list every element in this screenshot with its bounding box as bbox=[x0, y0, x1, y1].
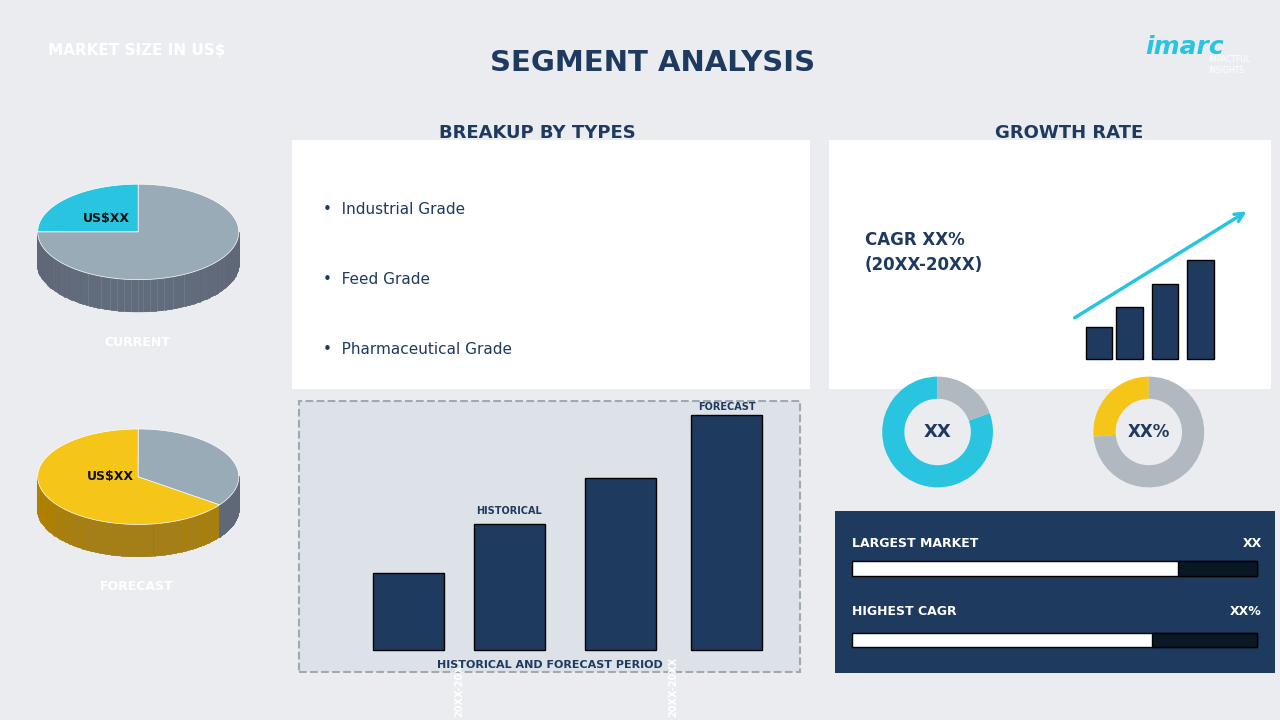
FancyBboxPatch shape bbox=[1187, 260, 1213, 359]
Text: FORECAST: FORECAST bbox=[698, 402, 755, 412]
Text: US$XX: US$XX bbox=[87, 470, 134, 483]
Text: SEGMENT ANALYSIS: SEGMENT ANALYSIS bbox=[490, 49, 815, 77]
Text: HISTORICAL AND FORECAST PERIOD: HISTORICAL AND FORECAST PERIOD bbox=[436, 660, 663, 670]
FancyBboxPatch shape bbox=[852, 562, 1257, 576]
Text: HIGHEST CAGR: HIGHEST CAGR bbox=[852, 605, 956, 618]
Text: XX%: XX% bbox=[1230, 605, 1262, 618]
Text: GROWTH RATE: GROWTH RATE bbox=[995, 124, 1143, 143]
FancyBboxPatch shape bbox=[300, 401, 800, 672]
FancyBboxPatch shape bbox=[1152, 284, 1179, 359]
FancyBboxPatch shape bbox=[1152, 633, 1257, 647]
FancyBboxPatch shape bbox=[1085, 327, 1112, 359]
Text: •  Industrial Grade: • Industrial Grade bbox=[323, 202, 465, 217]
FancyBboxPatch shape bbox=[372, 573, 444, 650]
FancyBboxPatch shape bbox=[585, 477, 655, 650]
Wedge shape bbox=[1093, 377, 1204, 487]
Text: imarc: imarc bbox=[1146, 35, 1225, 59]
FancyBboxPatch shape bbox=[1116, 307, 1143, 359]
Polygon shape bbox=[37, 461, 239, 557]
Polygon shape bbox=[37, 184, 138, 232]
FancyBboxPatch shape bbox=[1178, 562, 1257, 576]
Text: •  Feed Grade: • Feed Grade bbox=[323, 272, 430, 287]
Polygon shape bbox=[37, 429, 220, 524]
FancyBboxPatch shape bbox=[826, 138, 1275, 391]
Text: 20XX-20XX: 20XX-20XX bbox=[453, 657, 463, 717]
FancyBboxPatch shape bbox=[287, 138, 815, 391]
Text: IMPACTFUL
INSIGHTS: IMPACTFUL INSIGHTS bbox=[1208, 55, 1251, 75]
Text: XX: XX bbox=[924, 423, 951, 441]
Wedge shape bbox=[882, 377, 993, 487]
Text: XX%: XX% bbox=[1128, 423, 1170, 441]
Polygon shape bbox=[37, 184, 239, 279]
Text: CAGR XX%
(20XX-20XX): CAGR XX% (20XX-20XX) bbox=[865, 230, 983, 274]
Text: BREAKUP BY TYPES: BREAKUP BY TYPES bbox=[439, 124, 636, 143]
Text: •  Pharmaceutical Grade: • Pharmaceutical Grade bbox=[323, 341, 512, 356]
Polygon shape bbox=[138, 429, 239, 505]
Text: XX: XX bbox=[1243, 537, 1262, 550]
Wedge shape bbox=[938, 377, 989, 420]
Text: LARGEST MARKET: LARGEST MARKET bbox=[852, 537, 978, 550]
FancyBboxPatch shape bbox=[474, 524, 545, 650]
FancyBboxPatch shape bbox=[852, 633, 1257, 647]
Text: FORECAST: FORECAST bbox=[100, 580, 174, 593]
Text: CURRENT: CURRENT bbox=[104, 336, 170, 348]
FancyBboxPatch shape bbox=[817, 505, 1280, 680]
Text: US$XX: US$XX bbox=[83, 212, 129, 225]
Wedge shape bbox=[1093, 377, 1149, 437]
FancyBboxPatch shape bbox=[691, 415, 762, 650]
Text: HISTORICAL: HISTORICAL bbox=[476, 506, 543, 516]
Text: MARKET SIZE IN US$: MARKET SIZE IN US$ bbox=[49, 43, 225, 58]
Text: 20XX-20XX: 20XX-20XX bbox=[668, 657, 678, 717]
Polygon shape bbox=[37, 216, 239, 312]
